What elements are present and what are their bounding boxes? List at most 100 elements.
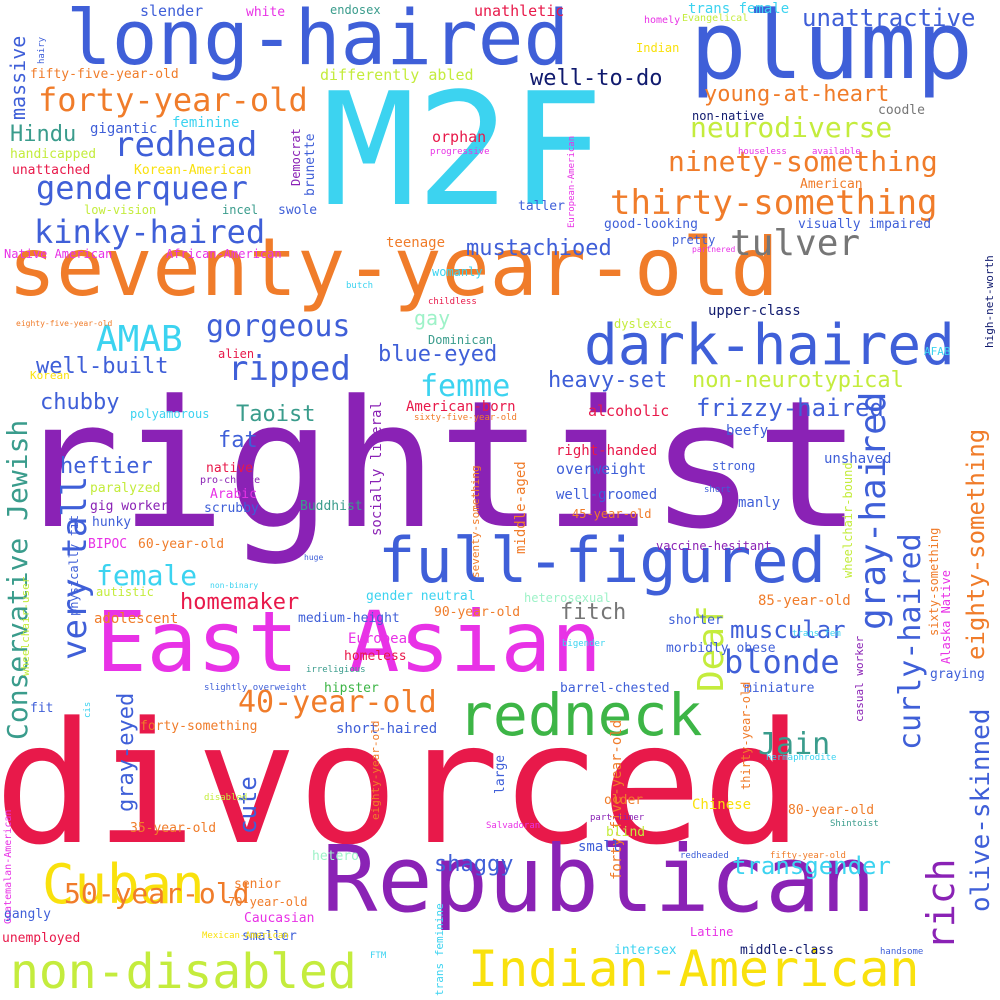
cloud-word: Indian-American xyxy=(468,940,920,998)
cloud-word: unshaved xyxy=(824,451,892,467)
cloud-word: socially liberal xyxy=(369,401,385,536)
cloud-word: teenage xyxy=(386,235,446,251)
cloud-word: endosex xyxy=(330,3,381,17)
cloud-word: transgender xyxy=(732,852,891,880)
cloud-word: Korean xyxy=(30,369,70,382)
cloud-word: rich xyxy=(919,858,963,950)
cloud-word: wheelchair-bound xyxy=(841,462,855,578)
cloud-word: gigantic xyxy=(90,121,158,137)
cloud-word: heavy-set xyxy=(548,368,668,393)
cloud-word: alcoholic xyxy=(588,402,670,420)
cloud-word: dyslexic xyxy=(614,317,672,331)
cloud-word: Alaska Native xyxy=(939,570,953,664)
cloud-word: partnered xyxy=(692,245,736,254)
cloud-word: eighty-five-year-old xyxy=(16,319,113,328)
cloud-word: M2F xyxy=(322,59,604,241)
cloud-word: young-at-heart xyxy=(704,82,890,107)
cloud-word: autistic xyxy=(96,585,154,599)
cloud-word: blind xyxy=(606,825,646,840)
cloud-word: gay xyxy=(414,306,451,330)
cloud-word: childless xyxy=(428,297,477,307)
cloud-word: homely xyxy=(644,15,681,26)
cloud-word: well-groomed xyxy=(556,487,658,503)
cloud-word: vaccine-hesitant xyxy=(656,539,772,553)
cloud-word: smaller xyxy=(242,929,297,944)
cloud-word: non-disabled xyxy=(10,944,357,1000)
cloud-word: miniature xyxy=(744,681,815,696)
cloud-word: 85-year-old xyxy=(758,593,851,609)
cloud-word: taller xyxy=(518,199,565,214)
cloud-word: fifty-year-old xyxy=(770,851,846,861)
cloud-word: eighty-year-old xyxy=(369,720,382,820)
cloud-word: American xyxy=(800,177,863,192)
cloud-word: shorter xyxy=(668,613,723,628)
cloud-word: adolescent xyxy=(94,611,179,627)
cloud-word: unattractive xyxy=(802,4,976,32)
cloud-word: Latine xyxy=(690,925,734,939)
cloud-word: handsome xyxy=(880,947,924,957)
cloud-word: unemployed xyxy=(2,931,81,946)
cloud-word: manly xyxy=(738,495,781,511)
cloud-word: blue-eyed xyxy=(378,342,498,367)
cloud-word: pro-choice xyxy=(200,475,261,486)
cloud-word: forty-year-old xyxy=(38,81,308,119)
cloud-word: 70-year-old xyxy=(228,895,308,909)
cloud-word: trans fem xyxy=(792,629,841,639)
cloud-word: 80-year-old xyxy=(788,803,875,818)
cloud-word: seventy-year-old xyxy=(8,221,779,314)
cloud-word: American-born xyxy=(406,399,516,415)
cloud-word: sixty-five-year-old xyxy=(414,413,517,423)
cloud-word: paralyzed xyxy=(90,481,161,496)
cloud-word: 45-year-old xyxy=(572,507,652,521)
cloud-word: European xyxy=(348,631,416,647)
cloud-word: womanly xyxy=(432,265,483,279)
cloud-word: differently abled xyxy=(320,66,474,84)
cloud-word: middle-aged xyxy=(513,461,529,554)
cloud-word: 35-year-old xyxy=(130,821,217,836)
cloud-word: polyamorous xyxy=(130,407,210,421)
cloud-word: well-built xyxy=(36,354,169,379)
cloud-word: houseless xyxy=(738,147,787,157)
cloud-word: olive-skinned xyxy=(966,708,996,913)
cloud-word: divorced xyxy=(0,686,804,882)
cloud-word: morbidly obese xyxy=(666,641,776,656)
cloud-word: hunky xyxy=(92,515,132,530)
cloud-word: African-American xyxy=(166,247,282,261)
cloud-word: long-haired xyxy=(66,0,570,82)
cloud-word: thirty-something xyxy=(610,183,938,223)
cloud-word: thirty-year-old xyxy=(739,681,753,790)
cloud-word: Caucasian xyxy=(244,911,315,926)
cloud-word: shaggy xyxy=(434,852,514,877)
cloud-word: FTM xyxy=(370,951,387,961)
cloud-word: Democrat xyxy=(289,128,303,186)
cloud-word: casual worker xyxy=(853,635,866,722)
cloud-word: Indian xyxy=(636,41,680,55)
cloud-word: right-handed xyxy=(556,443,658,459)
cloud-word: muscular xyxy=(730,616,846,644)
cloud-word: 40-year-old xyxy=(238,685,437,720)
cloud-word: homeless xyxy=(344,649,407,664)
cloud-word: low-vision xyxy=(84,203,157,217)
cloud-word: unattached xyxy=(12,163,91,178)
cloud-word: short-haired xyxy=(336,721,438,737)
cloud-word: orphan xyxy=(432,128,487,146)
cloud-word: curly-haired xyxy=(893,533,928,750)
cloud-word: fitch xyxy=(560,600,627,625)
cloud-word: full-figured xyxy=(378,524,826,597)
cloud-word: fit xyxy=(30,701,54,716)
cloud-word: non-binary xyxy=(210,581,259,590)
cloud-word: dark-haired xyxy=(584,313,955,378)
cloud-word: visually impaired xyxy=(798,217,932,232)
cloud-word: Native American xyxy=(4,247,113,261)
cloud-word: Dominican xyxy=(428,333,494,347)
cloud-word: non-native xyxy=(692,109,765,123)
cloud-word: slightly overweight xyxy=(204,683,307,693)
cloud-word: wheelchair-user xyxy=(19,576,32,676)
cloud-word: European-American xyxy=(567,135,577,228)
cloud-word: handicapped xyxy=(10,147,97,162)
cloud-word: Chinese xyxy=(692,797,752,813)
cloud-word: AFAB xyxy=(924,345,951,358)
cloud-word: genderqueer xyxy=(36,169,248,207)
cloud-word: massive xyxy=(6,35,30,120)
